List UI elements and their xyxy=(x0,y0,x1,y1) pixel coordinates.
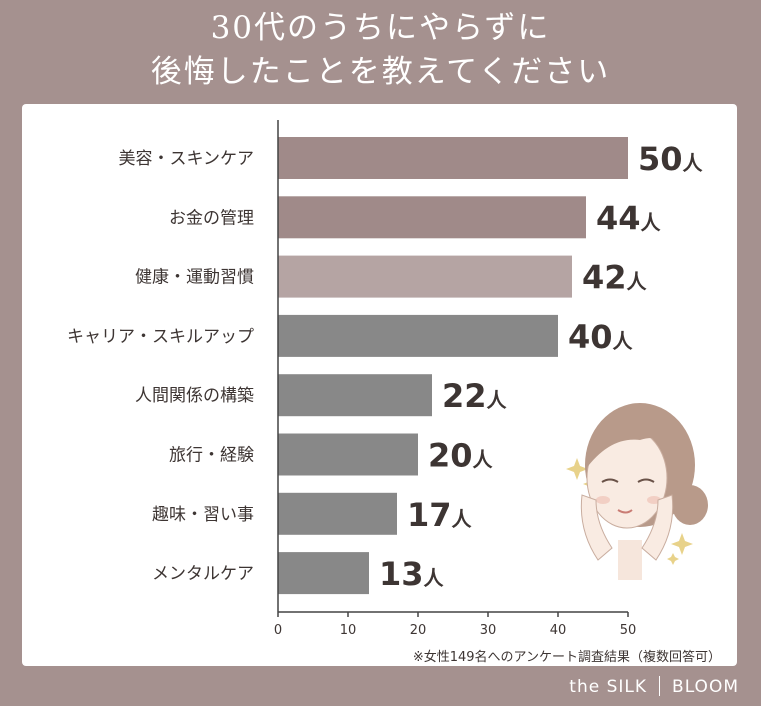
woman-face-illustration xyxy=(566,403,708,580)
category-label: メンタルケア xyxy=(152,564,254,584)
x-tick-label: 10 xyxy=(340,623,357,638)
brand-right: BLOOM xyxy=(672,677,739,697)
category-label: 人間関係の構築 xyxy=(135,386,254,406)
x-tick-label: 50 xyxy=(620,623,637,638)
bar xyxy=(278,137,628,179)
value-unit: 人 xyxy=(683,151,704,175)
x-tick-label: 30 xyxy=(480,623,497,638)
value-label: 40人 xyxy=(568,318,634,356)
x-tick-label: 40 xyxy=(550,623,567,638)
bar xyxy=(278,196,586,239)
value-unit: 人 xyxy=(613,329,634,353)
sparkle-icon xyxy=(566,458,588,480)
value-unit: 人 xyxy=(473,448,494,472)
value-unit: 人 xyxy=(452,507,473,531)
category-label: お金の管理 xyxy=(169,208,254,228)
x-tick-label: 0 xyxy=(274,623,282,638)
bar xyxy=(278,552,369,595)
value-label: 13人 xyxy=(379,555,445,593)
value-label: 22人 xyxy=(442,377,508,415)
bar xyxy=(278,255,572,298)
x-tick-label: 20 xyxy=(410,623,427,638)
sparkle-icon xyxy=(671,533,693,555)
title-line-2: 後悔したことを教えてください xyxy=(150,54,611,90)
value-label: 44人 xyxy=(596,199,662,237)
value-label: 20人 xyxy=(428,437,494,475)
chart-title: 30代のうちにやらずに 後悔したことを教えてください xyxy=(0,6,761,94)
brand-divider xyxy=(659,676,661,696)
category-label: 趣味・習い事 xyxy=(152,505,254,525)
value-unit: 人 xyxy=(487,388,508,412)
value-unit: 人 xyxy=(627,270,648,294)
category-label: 美容・スキンケア xyxy=(119,149,255,169)
title-line-1: 30代のうちにやらずに xyxy=(210,10,551,46)
category-label: 旅行・経験 xyxy=(169,446,254,466)
value-label: 17人 xyxy=(407,496,473,534)
category-label: キャリア・スキルアップ xyxy=(67,327,254,347)
brand-logo: the SILK BLOOM xyxy=(569,676,739,697)
value-label: 50人 xyxy=(638,140,704,178)
value-unit: 人 xyxy=(641,210,662,234)
value-unit: 人 xyxy=(424,566,445,590)
footnote: ※女性149名へのアンケート調査結果（複数回答可） xyxy=(412,650,721,665)
sparkle-icon xyxy=(667,553,679,565)
bar xyxy=(278,314,558,357)
bar xyxy=(278,492,397,535)
bar xyxy=(278,433,418,476)
x-axis: 0 10 20 30 40 50 xyxy=(274,120,636,638)
brand-left: the SILK xyxy=(569,677,648,697)
category-label: 健康・運動習慣 xyxy=(135,268,254,288)
bar xyxy=(278,374,432,417)
value-label: 42人 xyxy=(582,259,648,297)
